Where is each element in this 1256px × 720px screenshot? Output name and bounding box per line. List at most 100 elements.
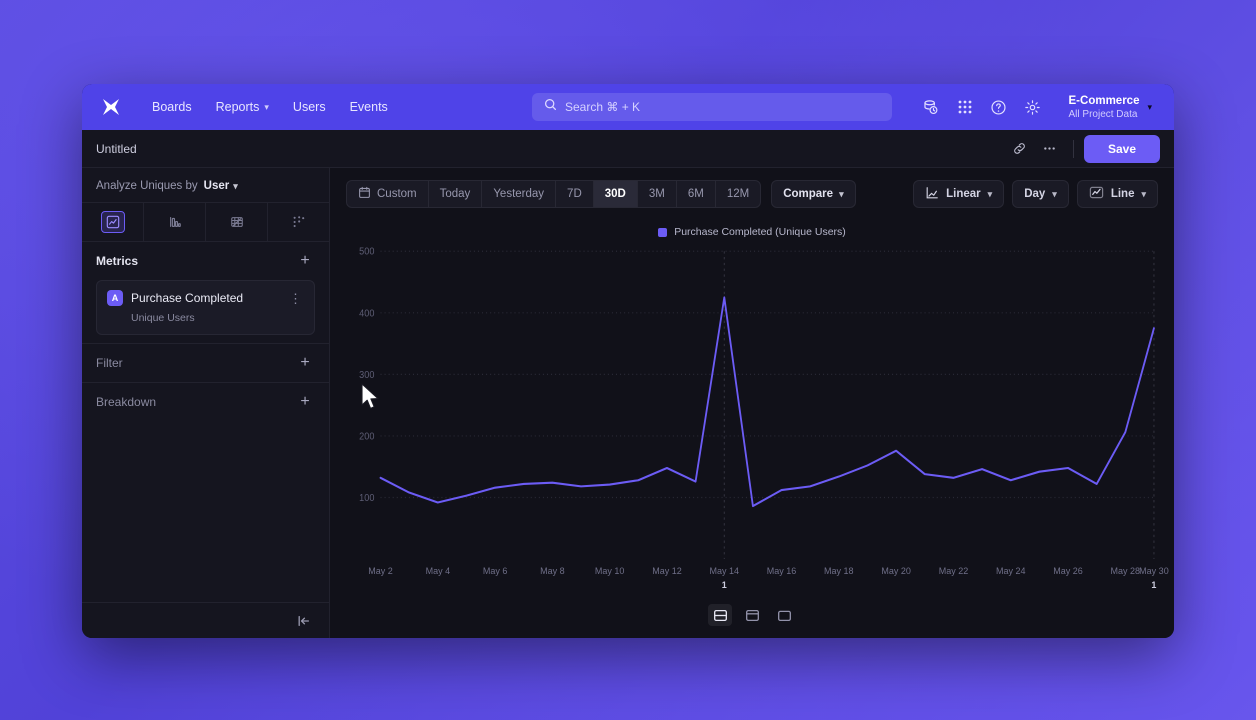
svg-text:200: 200 <box>359 431 375 443</box>
layout-chart-icon[interactable] <box>772 604 796 626</box>
date-range-label: Yesterday <box>493 188 545 200</box>
funnel-chart-icon <box>163 211 187 233</box>
nav-link-boards[interactable]: Boards <box>142 94 202 120</box>
nav-link-users[interactable]: Users <box>283 94 336 120</box>
chevron-down-icon: ▾ <box>987 188 993 199</box>
x-axis-tick: May 24 <box>995 566 1026 576</box>
tab-retention[interactable] <box>206 203 268 241</box>
retention-chart-icon <box>225 211 249 233</box>
x-axis-marker: 1 <box>721 580 727 590</box>
layout-table-icon[interactable] <box>740 604 764 626</box>
x-axis-tick: May 10 <box>594 566 625 576</box>
date-range-7d[interactable]: 7D <box>556 181 594 207</box>
date-range-30d[interactable]: 30D <box>593 181 638 207</box>
topnav-right-group: E-Commerce All Project Data ▾ <box>917 92 1158 123</box>
filter-section: Filter + <box>82 343 329 382</box>
date-range-label: 7D <box>567 188 582 200</box>
project-subtitle: All Project Data <box>1068 108 1138 120</box>
granularity-label: Day <box>1024 188 1046 200</box>
apps-grid-icon[interactable] <box>951 93 979 121</box>
metric-card-header: A Purchase Completed ⋮ <box>107 290 304 306</box>
trends-chart-icon <box>100 211 125 233</box>
x-axis-tick: May 4 <box>425 566 451 576</box>
add-filter-button[interactable]: + <box>300 354 310 371</box>
ellipsis-icon[interactable] <box>1037 136 1063 162</box>
x-axis-tick: May 12 <box>652 566 682 576</box>
chart-plot[interactable]: 500 400 300 200 100 <box>346 242 1158 566</box>
nav-link-label: Users <box>292 100 326 114</box>
gear-icon[interactable] <box>1019 93 1047 121</box>
svg-text:300: 300 <box>359 369 375 381</box>
report-subheader: Untitled Save <box>82 130 1174 168</box>
date-range-yesterday[interactable]: Yesterday <box>482 181 557 207</box>
main-content: Custom Today Yesterday 7D 30D 3M 6M 12M … <box>330 168 1174 638</box>
layout-split-icon[interactable] <box>708 604 732 626</box>
tab-trends[interactable] <box>82 203 144 241</box>
project-name: E-Commerce <box>1068 94 1140 107</box>
flows-chart-icon <box>287 211 311 233</box>
metric-measure: Unique Users <box>131 312 195 324</box>
chevron-down-icon: ▾ <box>264 101 269 112</box>
layout-toggles <box>330 604 1174 626</box>
breakdown-section: Breakdown + <box>82 382 329 421</box>
search-placeholder: Search ⌘ + K <box>565 100 641 114</box>
tab-flows[interactable] <box>268 203 329 241</box>
date-range-label: 12M <box>726 188 750 200</box>
compare-button[interactable]: Compare ▾ <box>772 181 854 207</box>
scale-label: Linear <box>946 188 981 200</box>
help-circle-icon[interactable] <box>985 93 1013 121</box>
database-clock-icon[interactable] <box>917 93 945 121</box>
x-axis-tick: May 30 <box>1139 566 1169 576</box>
compare-group: Compare ▾ <box>771 180 856 208</box>
metric-card[interactable]: A Purchase Completed ⋮ Unique Users <box>96 280 315 335</box>
nav-link-label: Reports <box>215 100 260 114</box>
date-range-3m[interactable]: 3M <box>638 181 677 207</box>
chart-style-label: Line <box>1110 188 1135 200</box>
legend-color-swatch <box>658 227 668 237</box>
date-range-6m[interactable]: 6M <box>677 181 716 207</box>
metric-badge: A <box>107 290 123 306</box>
chart-area: Purchase Completed (Unique Users) 500 400… <box>330 220 1174 638</box>
x-axis-tick: May 22 <box>938 566 969 576</box>
x-axis-marker: 1 <box>1151 580 1157 590</box>
chevron-down-icon: ▾ <box>839 188 844 199</box>
date-range-12m[interactable]: 12M <box>716 181 760 207</box>
metric-name: Purchase Completed <box>131 291 244 305</box>
metrics-title: Metrics <box>96 254 139 268</box>
save-button[interactable]: Save <box>1083 134 1160 163</box>
chevron-down-icon: ▾ <box>1147 101 1152 112</box>
legend-label: Purchase Completed (Unique Users) <box>674 226 846 238</box>
axis-scale-icon <box>925 186 939 203</box>
date-range-today[interactable]: Today <box>429 181 483 207</box>
chart-axis-labels: 500 400 300 200 100 <box>359 246 375 504</box>
analyze-by-row: Analyze Uniques by User ▾ <box>82 168 329 202</box>
analyze-by-selector[interactable]: User ▾ <box>204 180 238 192</box>
chart-toolbar: Custom Today Yesterday 7D 30D 3M 6M 12M … <box>330 168 1174 220</box>
compare-label: Compare <box>783 188 834 200</box>
page-title[interactable]: Untitled <box>96 141 137 156</box>
svg-text:500: 500 <box>359 246 375 258</box>
chart-options-group: Linear ▾ Day ▾ Lin <box>913 180 1158 208</box>
chart-style-selector[interactable]: Line ▾ <box>1076 180 1158 208</box>
metrics-header: Metrics + <box>96 242 315 280</box>
date-range-custom[interactable]: Custom <box>347 181 429 207</box>
metric-options-icon[interactable]: ⋮ <box>289 290 302 306</box>
project-selector[interactable]: E-Commerce All Project Data ▾ <box>1059 92 1158 123</box>
chevron-down-icon: ▾ <box>1052 188 1057 199</box>
line-chart-svg <box>379 250 1155 560</box>
breakdown-header: Breakdown + <box>96 383 315 421</box>
granularity-selector[interactable]: Day ▾ <box>1012 180 1069 208</box>
x-axis-tick: May 14 <box>709 566 739 576</box>
nav-link-events[interactable]: Events <box>340 94 398 120</box>
add-metric-button[interactable]: + <box>300 252 310 269</box>
line-chart-icon <box>1089 185 1104 203</box>
nav-link-reports[interactable]: Reports ▾ <box>206 94 279 120</box>
scale-selector[interactable]: Linear ▾ <box>913 180 1005 208</box>
collapse-sidebar-icon[interactable] <box>293 610 315 632</box>
tab-funnels[interactable] <box>144 203 206 241</box>
search-input[interactable]: Search ⌘ + K <box>532 93 892 121</box>
x-axis-tick: May 26 <box>1053 566 1083 576</box>
link-icon[interactable] <box>1007 136 1033 162</box>
add-breakdown-button[interactable]: + <box>300 393 310 410</box>
x-logo-icon[interactable] <box>98 94 124 120</box>
